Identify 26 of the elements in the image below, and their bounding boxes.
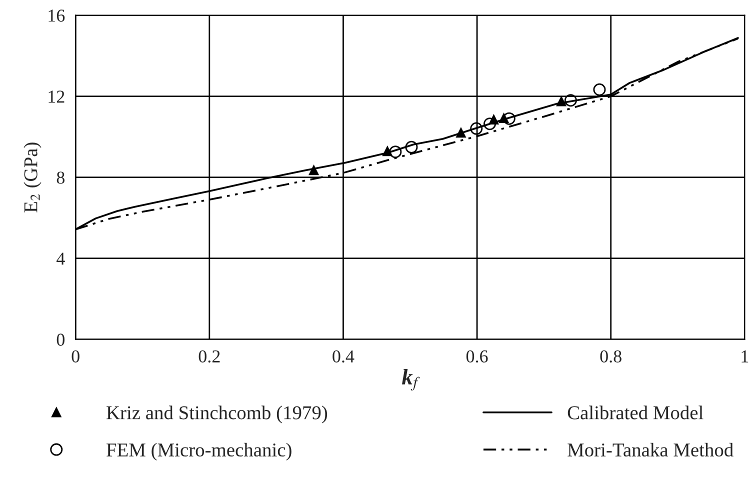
point — [405, 140, 418, 154]
point — [593, 83, 606, 96]
x-axis-title: k$_{f}$ — [402, 368, 420, 391]
point — [308, 165, 319, 176]
y-tick-label: 0 — [56, 334, 64, 346]
point — [564, 94, 577, 107]
y-tick-label: 8 — [56, 172, 64, 184]
point — [389, 146, 402, 158]
y-axis-title: E$_{2}$ (GPa) — [24, 142, 42, 212]
x-tick-label: 0 — [72, 350, 80, 363]
legend-label: Kriz and Stinchcomb (1979) — [106, 406, 328, 424]
x-tick-label: 0.4 — [332, 350, 354, 363]
legend-label: FEM (Micro-mechanic) — [106, 442, 292, 460]
x-tick-label: 0.8 — [600, 350, 622, 363]
legend-label: Mori-Tanaka Method — [568, 442, 734, 457]
x-tick-label: 0.6 — [466, 350, 488, 363]
point — [470, 122, 483, 135]
x-tick-label: 0.2 — [198, 350, 220, 363]
y-tick-label: 12 — [48, 90, 64, 103]
point — [556, 96, 566, 106]
y-tick-label: 16 — [48, 10, 65, 22]
y-tick-label: 4 — [56, 252, 65, 265]
point — [456, 128, 466, 138]
point — [484, 118, 496, 130]
legend-label: Calibrated Model — [568, 406, 704, 420]
x-tick-label: 1 — [742, 350, 748, 362]
